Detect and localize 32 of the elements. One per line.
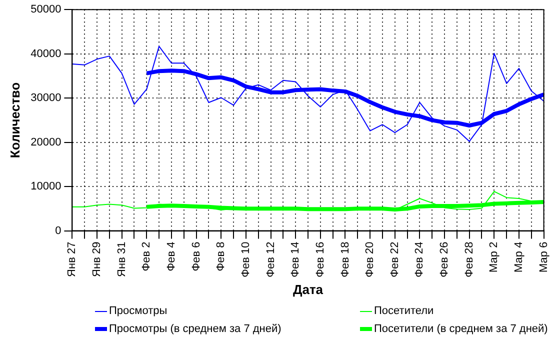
y-tick-label: 40000 — [30, 48, 62, 60]
x-tick-label: Мар 2 — [488, 242, 500, 272]
x-tick-label: Фев 28 — [463, 242, 476, 278]
x-tick-label: Фев 6 — [190, 242, 202, 272]
x-tick-label: Янв 27 — [66, 242, 78, 277]
y-tick-label: 30000 — [30, 92, 62, 104]
legend-label: Посетители (в среднем за 7 дней) — [374, 323, 548, 335]
x-tick-label: Фев 14 — [290, 242, 302, 278]
x-tick-label: Фев 10 — [240, 242, 252, 278]
y-tick-label: 20000 — [30, 136, 62, 148]
y-tick-label: 10000 — [30, 180, 62, 193]
x-tick-label: Фев 26 — [438, 242, 451, 278]
x-tick-label: Фев 8 — [215, 242, 228, 272]
y-axis-title: Количество — [7, 82, 22, 158]
legend-label: Посетители — [374, 305, 434, 317]
x-axis-title: Дата — [292, 282, 324, 297]
x-tick-label: Фев 4 — [166, 242, 178, 272]
y-tick-label: 0 — [55, 224, 62, 237]
x-tick-label: Фев 18 — [339, 242, 352, 278]
x-tick-label: Янв 31 — [116, 242, 128, 277]
x-tick-label: Фев 12 — [264, 242, 277, 278]
y-tick-label: 50000 — [30, 4, 62, 16]
x-tick-label: Мар 4 — [513, 242, 526, 272]
x-tick-label: Мар 6 — [538, 242, 550, 272]
x-tick-label: Фев 24 — [414, 242, 426, 278]
x-tick-label: Фев 2 — [140, 242, 153, 272]
x-tick-label: Фев 22 — [388, 242, 401, 278]
legend-label: Просмотры — [109, 305, 168, 317]
x-tick-label: Янв 29 — [91, 242, 104, 277]
legend-label: Просмотры (в среднем за 7 дней) — [109, 323, 282, 335]
x-tick-label: Фев 20 — [364, 242, 376, 278]
x-tick-label: Фев 16 — [314, 242, 326, 278]
